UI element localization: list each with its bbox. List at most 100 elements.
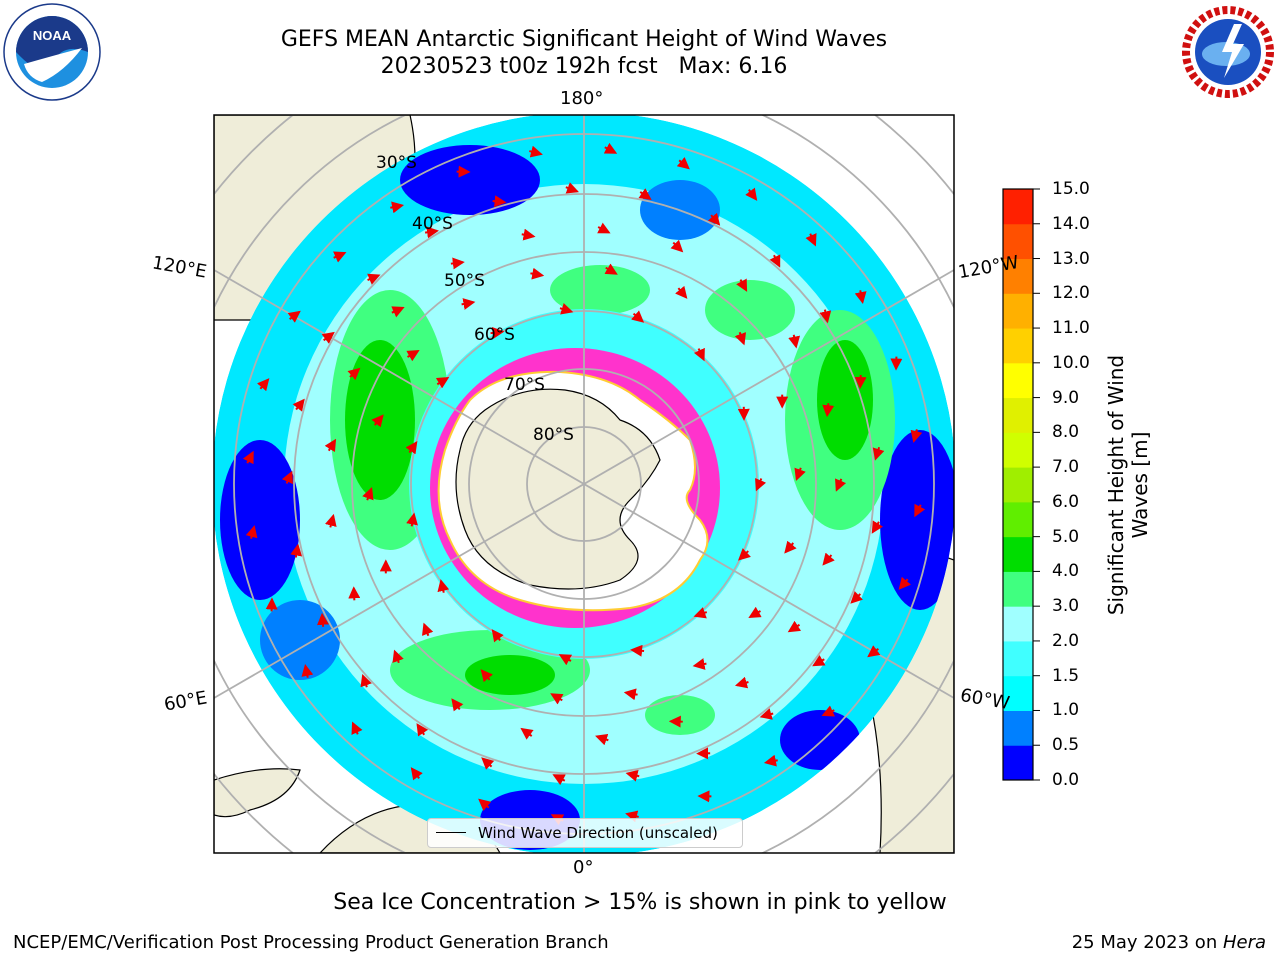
lat-label-40s: 40°S [412,214,453,234]
wind-wave-arrow [406,350,420,362]
wind-wave-arrow [437,579,450,593]
wind-wave-arrow [670,239,684,253]
wind-wave-arrow [755,477,767,492]
wind-wave-arrow [367,273,381,285]
wind-wave-arrow [529,145,543,158]
wind-wave-arrow [421,622,434,637]
wind-wave-arrow [794,467,806,481]
wind-wave-arrow [391,306,405,318]
wind-wave-arrow [360,673,372,688]
wind-wave-arrow [854,290,867,305]
wind-wave-arrow [301,663,314,678]
wind-wave-arrow [348,586,361,601]
wind-wave-arrow [759,708,774,720]
chart-title: GEFS MEAN Antarctic Significant Height o… [280,27,888,52]
wind-wave-arrow [784,540,797,554]
colorbar-tick-label: 5.0 [1052,526,1080,547]
colorbar-segment [1003,223,1033,260]
noaa-logo-text: NOAA [33,28,72,43]
wind-wave-arrow [347,367,361,381]
colorbar-tick-label: 9.0 [1052,387,1080,408]
colorbar-tick-label: 11.0 [1052,318,1090,339]
wind-wave-arrow [812,655,826,667]
colorbar-tick-label: 10.0 [1052,352,1090,373]
lon-label-0: 0° [573,857,594,878]
wind-wave-arrow [850,591,864,604]
wind-wave-arrow [693,347,705,362]
wind-wave-arrow [287,310,301,323]
colorbar-segment [1003,328,1033,364]
wind-wave-arrow [324,513,337,528]
wind-wave-arrow [405,441,418,455]
wind-wave-arrow [872,446,885,461]
colorbar-segment [1003,467,1033,503]
lat-label-30s: 30°S [376,153,417,173]
wind-wave-arrow [424,226,439,239]
wind-wave-arrow [822,403,835,418]
colorbar-tick-label: 1.0 [1052,700,1080,721]
colorbar-segment [1003,362,1033,399]
wind-wave-arrow [623,688,638,701]
wind-wave-arrow [558,654,573,666]
wind-wave-arrow [603,142,618,154]
wind-wave-arrow [734,331,747,346]
wind-wave-arrow [362,487,374,501]
wind-wave-arrow [490,326,505,339]
wind-wave-arrow [707,212,721,226]
wind-wave-arrow [552,774,566,786]
wind-wave-arrow [242,450,254,465]
wind-wave-arrow [631,310,645,323]
wind-wave-arrow [738,548,751,561]
colorbar-tick-label: 0.5 [1052,735,1080,756]
colorbar-tick-label: 14.0 [1052,213,1090,234]
wind-wave-arrow [480,669,493,683]
colorbar-tick-label: 4.0 [1052,561,1080,582]
footer-machine: Hera [1222,932,1266,953]
wind-wave-arrow [910,429,923,443]
wind-wave-arrow [625,769,640,782]
wind-wave-arrow [736,278,748,292]
wind-wave-arrow [835,478,847,492]
colorbar-tick-label: 15.0 [1052,179,1090,199]
wind-wave-arrow [281,470,293,485]
wind-wave-arrow [521,228,536,241]
wind-wave-arrow [867,645,881,658]
nws-logo [1181,5,1275,99]
wind-wave-arrow [734,676,749,689]
wind-wave-arrow [392,649,404,664]
footer-credit: NCEP/EMC/Verification Post Processing Pr… [13,932,609,953]
wind-wave-arrow [491,629,504,643]
wind-wave-arrow [461,298,476,310]
chart-subtitle: 20230523 t00z 192h fcst Max: 6.16 [380,54,788,79]
lat-label-60s: 60°S [474,325,515,345]
wind-wave-arrow [321,331,335,344]
colorbar-segment [1003,571,1033,607]
wind-wave-arrow [292,398,305,412]
legend-line-swatch [436,832,466,833]
wind-wave-arrow [630,644,645,657]
wind-wave-arrow [416,723,429,737]
wind-wave-arrow [788,334,801,349]
colorbar-segment [1003,501,1033,538]
wind-wave-arrow [625,810,639,823]
colorbar-tick-label: 12.0 [1052,283,1090,304]
wind-wave-arrow [324,438,337,453]
wind-wave-arrow [530,267,545,280]
lat-label-50s: 50°S [444,271,485,291]
colorbar-segment [1003,189,1033,225]
map-area [214,115,954,853]
colorbar-tick-label: 3.0 [1052,596,1080,617]
wind-wave-arrow [257,378,270,392]
colorbar-segment [1003,606,1033,642]
colorbar-segment [1003,745,1033,781]
wind-wave-arrow [371,414,384,428]
colorbar-tick-label: 6.0 [1052,491,1080,512]
wind-wave-arrow [595,733,609,746]
wind-wave-arrow [390,201,405,214]
wind-wave-arrow [638,188,652,200]
sea-ice-note: Sea Ice Concentration > 15% is shown in … [333,890,947,915]
wind-wave-arrow [451,698,464,712]
wind-wave-arrow [333,251,347,263]
wind-wave-arrow [435,377,450,389]
wind-wave-arrow [604,263,618,275]
